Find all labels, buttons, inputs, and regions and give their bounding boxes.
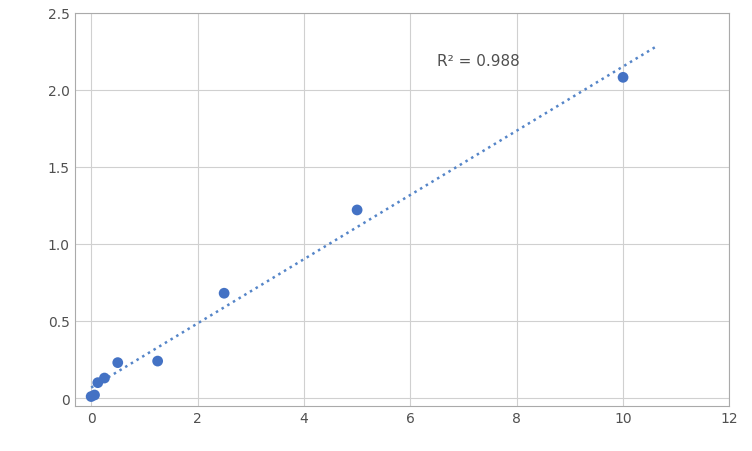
Text: R² = 0.988: R² = 0.988 [437, 54, 520, 69]
Point [617, 74, 629, 82]
Point [351, 207, 363, 214]
Point [89, 391, 101, 399]
Point [85, 393, 97, 400]
Point [152, 358, 164, 365]
Point [92, 379, 104, 387]
Point [99, 375, 111, 382]
Point [112, 359, 124, 366]
Point [218, 290, 230, 297]
